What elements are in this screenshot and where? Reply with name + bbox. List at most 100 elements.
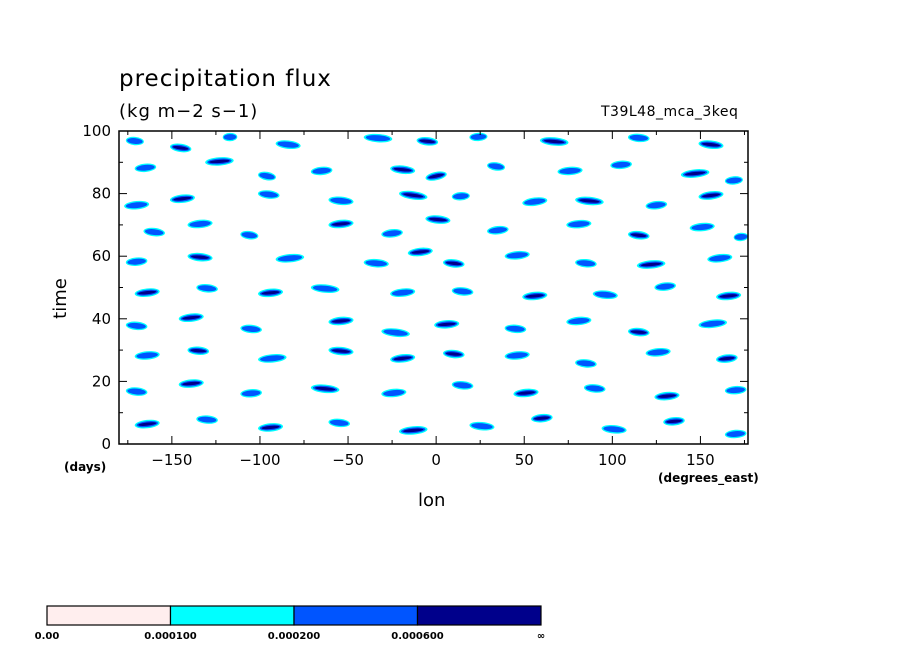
y-tick-label: 60 — [92, 247, 111, 265]
colorbar-label: 0.000200 — [268, 631, 321, 642]
streak-mid — [524, 198, 546, 205]
streak-mid — [259, 172, 275, 180]
streak-mid — [576, 260, 596, 267]
streak-mid — [197, 285, 217, 292]
streak-dark — [332, 319, 350, 323]
plot-background — [119, 131, 748, 444]
streak-mid — [136, 164, 155, 171]
streak-mid — [127, 258, 146, 265]
streak-mid — [488, 227, 508, 234]
streak-dark — [630, 330, 647, 334]
streak-mid — [383, 389, 405, 397]
streak-dark — [657, 394, 676, 398]
x-tick-label: −50 — [332, 451, 364, 469]
x-tick-label: 100 — [598, 451, 627, 469]
streak-dark — [182, 381, 201, 386]
streak-dark — [579, 199, 600, 203]
streak-mid — [365, 260, 388, 267]
streak-mid — [189, 220, 211, 228]
streak-mid — [127, 388, 146, 395]
streak-dark — [666, 419, 682, 424]
streak-dark — [261, 425, 280, 430]
streak-dark — [719, 294, 738, 298]
streak-dark — [411, 250, 430, 254]
streak-dark — [534, 416, 550, 420]
x-tick-label: 150 — [686, 451, 715, 469]
streak-mid — [144, 229, 164, 236]
x-tick-label: −150 — [151, 451, 192, 469]
axes: −150 −100 −50 0 50 100 150 0 20 40 60 80 100 — [82, 122, 749, 469]
streak-mid — [734, 234, 748, 240]
streak-mid — [453, 288, 472, 295]
precip-field — [119, 131, 748, 444]
streak-dark — [209, 159, 230, 164]
streak-mid — [241, 325, 261, 332]
streak-dark — [138, 422, 157, 426]
streak-mid — [568, 317, 590, 325]
streak-mid — [382, 230, 402, 237]
streak-dark — [332, 349, 350, 353]
streak-mid — [241, 390, 261, 397]
streak-dark — [445, 352, 462, 356]
streak-dark — [445, 261, 462, 266]
streak-mid — [629, 134, 649, 141]
x-tick-label: 0 — [431, 451, 441, 469]
streak-mid — [700, 320, 725, 327]
streak-dark — [261, 291, 280, 295]
colorbar: 0.00 0.000100 0.000200 0.000600 ∞ — [35, 605, 545, 642]
streak-mid — [453, 382, 472, 389]
streak-mid — [127, 322, 146, 329]
streak-dark — [517, 391, 535, 395]
streak-dark — [191, 255, 210, 259]
streak-mid — [470, 133, 487, 140]
streak-mid — [603, 426, 625, 433]
streak-mid — [488, 163, 504, 170]
streak-mid — [259, 191, 279, 198]
streak-dark — [332, 222, 350, 226]
streak-dark — [173, 196, 192, 201]
streak-mid — [329, 419, 349, 426]
streak-mid — [726, 387, 745, 394]
streak-mid — [726, 431, 745, 437]
colorbar-swatch — [293, 605, 419, 626]
streak-mid — [197, 416, 217, 423]
y-tick-label: 20 — [92, 372, 111, 390]
colorbar-swatch — [46, 605, 172, 626]
streak-dark — [525, 294, 544, 298]
streak-mid — [223, 134, 237, 140]
colorbar-label: 0.000600 — [391, 631, 444, 642]
streak-dark — [190, 349, 207, 353]
x-tick-label: −100 — [239, 451, 280, 469]
streak-dark — [403, 193, 424, 198]
chart-title: precipitation flux — [119, 66, 332, 92]
streak-dark — [685, 171, 706, 176]
streak-dark — [544, 139, 565, 144]
streak-mid — [726, 177, 742, 184]
streak-dark — [172, 145, 189, 150]
streak-dark — [419, 139, 436, 144]
run-label: T39L48_mca_3keq — [601, 104, 739, 120]
y-tick-label: 100 — [82, 122, 111, 140]
streak-dark — [182, 315, 201, 320]
streak-mid — [647, 202, 666, 209]
streak-mid — [647, 349, 669, 356]
streak-mid — [136, 352, 158, 359]
streak-dark — [702, 193, 720, 198]
colorbar-label: 0.000100 — [144, 631, 197, 642]
x-tick-label: 50 — [515, 451, 534, 469]
streak-mid — [277, 141, 299, 148]
streak-mid — [312, 167, 331, 174]
streak-mid — [312, 285, 338, 292]
streak-dark — [403, 428, 424, 433]
streak-mid — [559, 167, 581, 174]
streak-mid — [611, 161, 631, 168]
streak-dark — [138, 290, 157, 295]
x-axis-unit: (degrees_east) — [658, 471, 759, 485]
streak-mid — [655, 283, 675, 290]
streak-dark — [719, 356, 735, 361]
streak-dark — [437, 322, 456, 327]
streak-dark — [428, 217, 447, 222]
streak-mid — [691, 224, 713, 231]
streak-mid — [241, 232, 258, 239]
